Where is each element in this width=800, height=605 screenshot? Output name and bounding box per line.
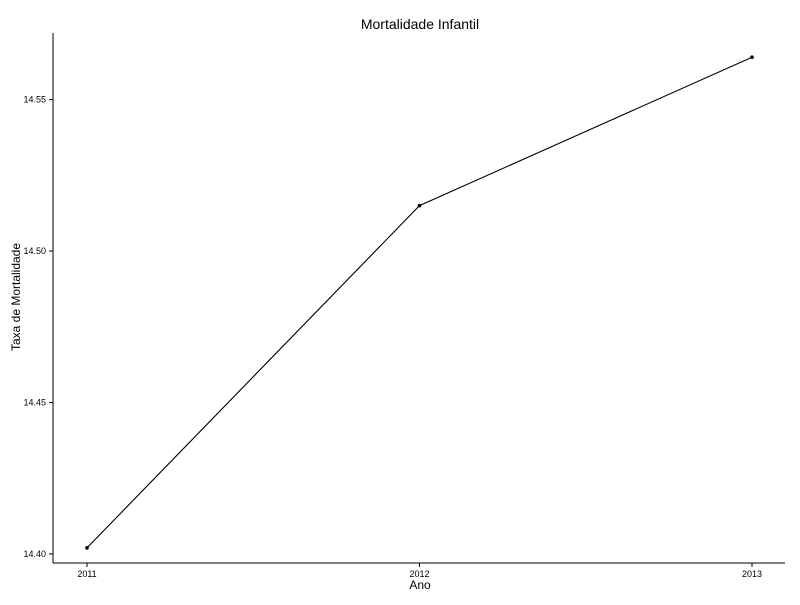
data-point — [85, 546, 89, 550]
data-point — [417, 203, 422, 208]
series-line — [86, 56, 753, 549]
x-tick-group: 2011 2012 2013 — [77, 563, 762, 579]
x-tick-label: 2011 — [77, 569, 96, 579]
y-tick-label: 14.45 — [23, 397, 46, 407]
y-tick-label: 14.40 — [23, 549, 46, 559]
x-axis-label: Ano — [409, 578, 431, 592]
y-tick-group: 14.40 14.45 14.50 14.55 — [23, 95, 53, 559]
y-tick-label: 14.50 — [23, 246, 46, 256]
y-axis-label: Taxa de Mortalidade — [9, 243, 23, 351]
data-point — [750, 55, 754, 60]
series-group — [85, 55, 754, 550]
x-tick-label: 2012 — [409, 569, 429, 579]
chart-title: Mortalidade Infantil — [361, 16, 479, 32]
x-tick-label: 2013 — [742, 569, 762, 579]
y-tick-label: 14.55 — [23, 95, 46, 105]
